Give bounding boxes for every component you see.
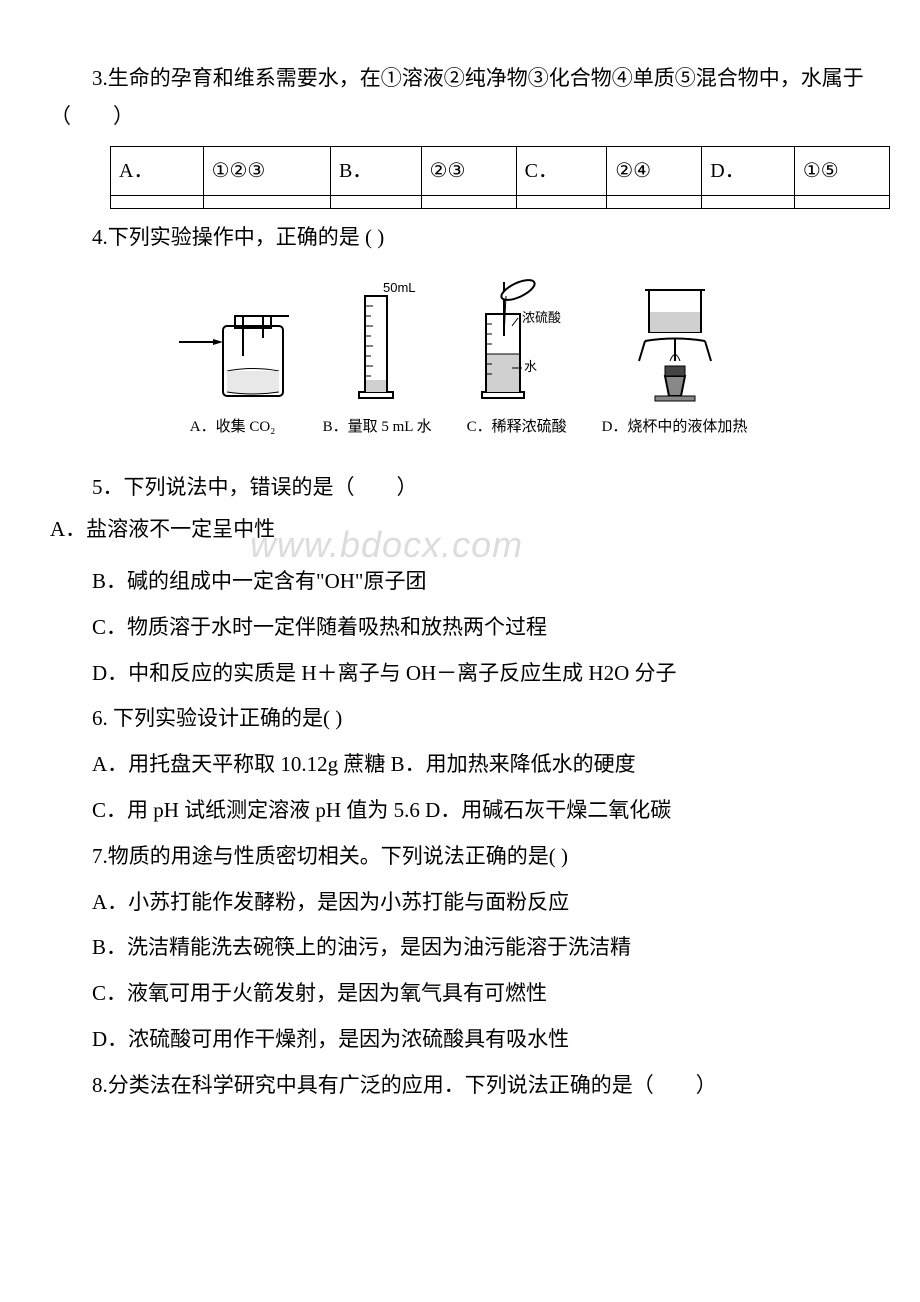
option-value: ①⑤ [794, 146, 889, 195]
option-label: A． [111, 146, 204, 195]
q3-text: 3.生命的孕育和维系需要水，在①溶液②纯净物③化合物④单质⑤混合物中，水属于（ … [50, 60, 870, 136]
q4-images: A．收集 CO₂ 50mL B．量取 5 mL 水 浓硫酸 [50, 276, 870, 441]
q5-a: A．盐溶液不一定呈中性 [50, 511, 870, 549]
q5-d: D．中和反应的实质是 H＋离子与 OH－离子反应生成 H2O 分子 [50, 655, 870, 693]
svg-text:50mL: 50mL [383, 280, 416, 295]
q5-c: C．物质溶于水时一定伴随着吸热和放热两个过程 [50, 609, 870, 647]
svg-text:浓硫酸: 浓硫酸 [522, 310, 561, 325]
q8-stem: 8.分类法在科学研究中具有广泛的应用．下列说法正确的是（ ） [50, 1067, 870, 1105]
q4-caption-c: C．稀释浓硫酸 [467, 414, 567, 441]
q6-stem: 6. 下列实验设计正确的是( ) [50, 700, 870, 738]
option-value: ①②③ [203, 146, 330, 195]
q3-table: A． ①②③ B． ②③ C． ②④ D． ①⑤ [110, 146, 890, 209]
q6-cd: C．用 pH 试纸测定溶液 pH 值为 5.6 D．用碱石灰干燥二氧化碳 [50, 792, 870, 830]
q4-img-c: 浓硫酸 水 C．稀释浓硫酸 [462, 276, 572, 441]
q4-img-b: 50mL B．量取 5 mL 水 [323, 276, 432, 441]
q4-caption-d: D．烧杯中的液体加热 [602, 414, 748, 441]
table-row [111, 195, 890, 208]
q6-ab: A．用托盘天平称取 10.12g 蔗糖 B．用加热来降低水的硬度 [50, 746, 870, 784]
dilute-acid-icon: 浓硫酸 水 [462, 276, 572, 406]
q4-caption-b: B．量取 5 mL 水 [323, 414, 432, 441]
q7-a: A．小苏打能作发酵粉，是因为小苏打能与面粉反应 [50, 884, 870, 922]
measure-water-icon: 50mL [337, 276, 417, 406]
q7-b: B．洗洁精能洗去碗筷上的油污，是因为油污能溶于洗洁精 [50, 929, 870, 967]
heat-beaker-icon [625, 276, 725, 406]
q4-img-d: D．烧杯中的液体加热 [602, 276, 748, 441]
svg-text:水: 水 [524, 359, 537, 374]
option-label: D． [702, 146, 795, 195]
q4-img-a: A．收集 CO₂ [173, 296, 293, 441]
q5-b: B．碱的组成中一定含有"OH"原子团 [50, 563, 870, 601]
option-label: B． [330, 146, 421, 195]
option-label: C． [516, 146, 607, 195]
q7-stem: 7.物质的用途与性质密切相关。下列说法正确的是( ) [50, 838, 870, 876]
q5-stem: 5．下列说法中，错误的是（ ） [50, 469, 870, 507]
option-value: ②③ [421, 146, 516, 195]
collect-co2-icon [173, 296, 293, 406]
q7-c: C．液氧可用于火箭发射，是因为氧气具有可燃性 [50, 975, 870, 1013]
q4-text: 4.下列实验操作中，正确的是 ( ) [50, 219, 870, 257]
option-value: ②④ [607, 146, 702, 195]
q4-caption-a: A．收集 CO₂ [190, 414, 276, 441]
q7-d: D．浓硫酸可用作干燥剂，是因为浓硫酸具有吸水性 [50, 1021, 870, 1059]
table-row: A． ①②③ B． ②③ C． ②④ D． ①⑤ [111, 146, 890, 195]
